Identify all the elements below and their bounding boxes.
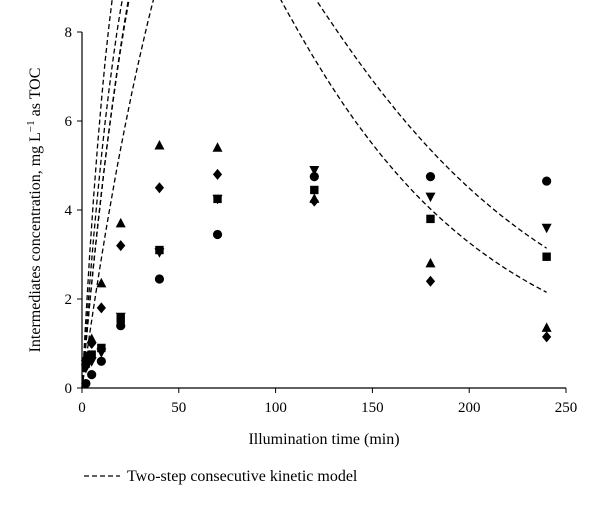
data-point-circle [425, 172, 436, 182]
data-markers [80, 139, 552, 389]
x-axis-title: Illumination time (min) [248, 431, 399, 448]
tick-labels: 0 50 100 150 200 250 0 2 4 6 8 [65, 25, 578, 416]
x-tick-label: 250 [555, 400, 578, 416]
data-point-square [81, 359, 91, 368]
data-point-diamond [425, 275, 436, 287]
data-point-triangle-up [541, 322, 552, 332]
legend-label: Two-step consecutive kinetic model [127, 468, 358, 485]
legend: Two-step consecutive kinetic model [84, 468, 358, 485]
data-point-diamond [542, 331, 552, 343]
data-point-square [213, 194, 222, 204]
data-point-triangle-up [154, 139, 165, 150]
ticks [77, 31, 567, 393]
y-tick-label: 0 [65, 381, 73, 397]
y-tick-label: 2 [65, 292, 73, 308]
data-point-diamond [87, 338, 97, 349]
data-point-triangle-up [425, 257, 436, 268]
data-point-triangle-down [425, 192, 436, 203]
data-point-circle [116, 321, 126, 331]
data-point-circle [87, 370, 97, 380]
y-axis-title-tail: as TOC [27, 68, 44, 121]
data-point-square [97, 343, 106, 353]
x-tick-label: 200 [458, 400, 481, 416]
data-point-triangle-down [309, 165, 320, 176]
model-curve [81, 0, 547, 389]
data-point-triangle-down [541, 223, 552, 234]
data-point-triangle-up [115, 217, 126, 228]
data-point-diamond [154, 182, 165, 194]
data-point-circle [154, 274, 165, 284]
x-tick-label: 0 [78, 400, 86, 416]
y-tick-label: 4 [65, 203, 73, 219]
data-point-square [310, 185, 319, 195]
data-point-triangle-up [212, 142, 223, 152]
data-point-circle [212, 229, 223, 240]
data-point-square [426, 214, 435, 224]
y-tick-label: 6 [65, 114, 73, 130]
data-point-diamond [309, 195, 319, 207]
data-point-circle [542, 176, 552, 186]
x-tick-label: 100 [264, 400, 287, 416]
x-tick-label: 150 [361, 400, 384, 416]
data-point-triangle-up [96, 277, 107, 288]
y-axis-title: Intermediates concentration, mg L−1 as T… [25, 68, 44, 353]
data-point-circle [81, 378, 91, 389]
data-point-diamond [96, 302, 106, 314]
data-point-square [116, 314, 125, 324]
model-curves [81, 0, 547, 389]
x-tick-label: 50 [171, 400, 186, 416]
data-point-diamond [116, 240, 126, 252]
data-point-square [155, 245, 164, 255]
y-tick-label: 8 [65, 25, 73, 41]
data-point-diamond [212, 168, 223, 180]
data-point-circle [96, 356, 106, 366]
data-point-circle [309, 172, 319, 182]
y-axis-title-sup: −1 [25, 120, 37, 132]
data-point-square [542, 252, 551, 261]
data-point-square [87, 350, 96, 359]
y-axis-title-main: Intermediates concentration, mg L [27, 132, 44, 352]
